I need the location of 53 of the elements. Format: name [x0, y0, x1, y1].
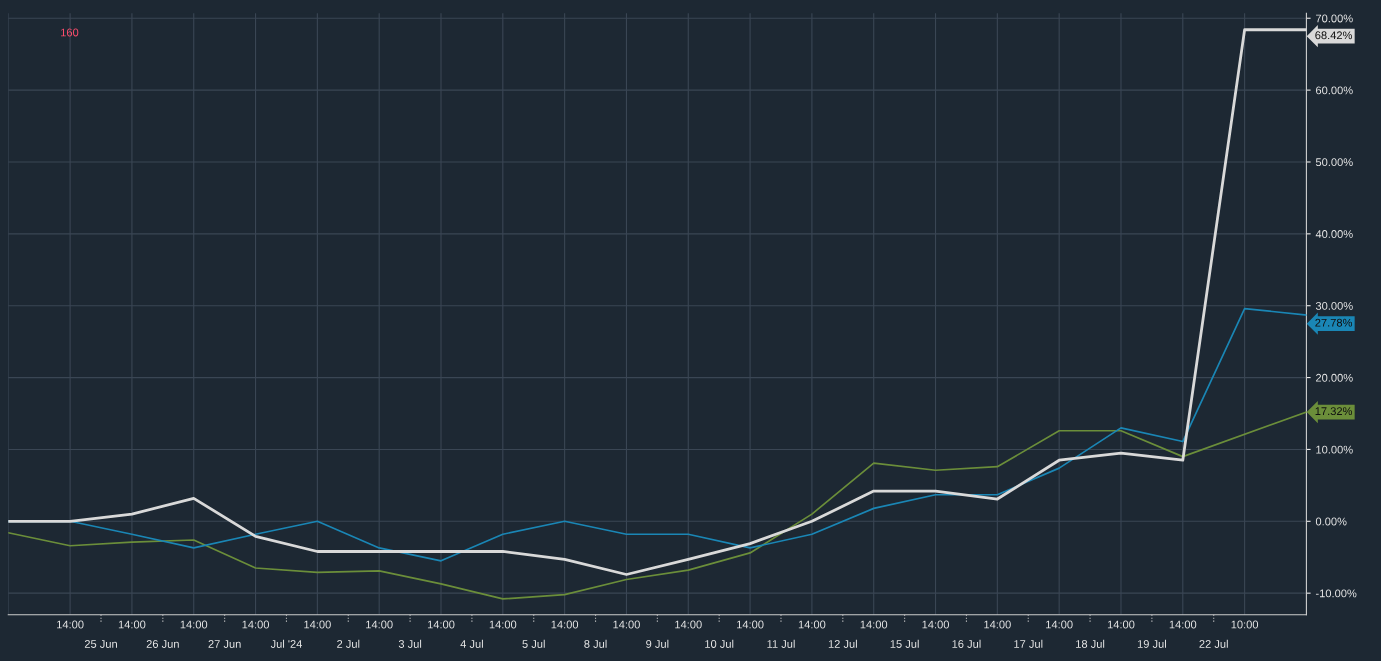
- y-tick-label: 10.00%: [1316, 445, 1353, 454]
- text: 8 Jul: [584, 639, 607, 648]
- x-tick-label: 14:00: [737, 620, 764, 629]
- x-tick-label: 14:00: [1169, 620, 1197, 629]
- x-tick-label: 14:00: [1107, 620, 1135, 629]
- annotation: 160: [61, 28, 79, 37]
- text: 18 Jul: [1076, 639, 1105, 648]
- text: 17 Jul: [1014, 639, 1043, 648]
- x-tick-label: 14:00: [242, 620, 270, 629]
- x-tick-label: 14:00: [489, 620, 517, 629]
- text: 27.78%: [1315, 318, 1353, 327]
- y-tick-label: 0.00%: [1315, 517, 1347, 526]
- text: 10 Jul: [705, 639, 734, 648]
- x-tick-label: 14:00: [57, 620, 84, 629]
- text: 22 Jul: [1199, 639, 1228, 648]
- text: 15 Jul: [890, 639, 919, 648]
- text: 3 Jul: [398, 639, 422, 648]
- text: 19 Jul: [1137, 639, 1166, 648]
- x-tick-label: 14:00: [860, 620, 888, 629]
- x-tick-label: 14:00: [798, 620, 826, 629]
- x-tick-label: 14:00: [118, 620, 146, 629]
- text: 27 Jun: [208, 640, 241, 648]
- y-tick-label: 30.00%: [1315, 301, 1353, 310]
- text: 16 Jul: [952, 639, 981, 648]
- x-tick-label: 14:00: [551, 620, 579, 629]
- text: 68.42%: [1315, 31, 1353, 40]
- line-series: [8, 28, 1307, 576]
- text: 17.32%: [1315, 407, 1353, 416]
- text: 2 Jul: [337, 639, 360, 648]
- text: 25 Jun: [84, 640, 117, 648]
- text: 26 Jun: [146, 640, 179, 648]
- y-tick-label: 50.00%: [1315, 158, 1353, 167]
- text: 11 Jul: [767, 639, 795, 648]
- y-tick-label: 70.00%: [1316, 14, 1353, 23]
- y-tick-label: 60.00%: [1316, 86, 1353, 95]
- x-tick-label: 14:00: [675, 620, 702, 629]
- text: 12 Jul: [828, 639, 857, 648]
- x-tick-label: 14:00: [366, 620, 393, 629]
- y-tick-label: -10.00%: [1315, 589, 1357, 598]
- x-tick-label: 14:00: [427, 620, 455, 629]
- x-tick-label: 10:00: [1231, 620, 1259, 629]
- text: 9 Jul: [646, 639, 669, 648]
- y-tick-label: 40.00%: [1315, 230, 1353, 238]
- x-tick-label: 14:00: [304, 620, 331, 629]
- text: 4 Jul: [460, 639, 483, 648]
- x-tick-label: 14:00: [180, 620, 208, 629]
- x-tick-label: 14:00: [613, 620, 640, 629]
- text: 5 Jul: [522, 639, 545, 648]
- text: Jul '24: [270, 639, 303, 648]
- y-tick-label: 20.00%: [1316, 373, 1353, 382]
- x-tick-label: 14:00: [984, 620, 1011, 629]
- x-tick-label: 14:00: [922, 620, 949, 629]
- x-tick-label: 14:00: [1046, 620, 1073, 629]
